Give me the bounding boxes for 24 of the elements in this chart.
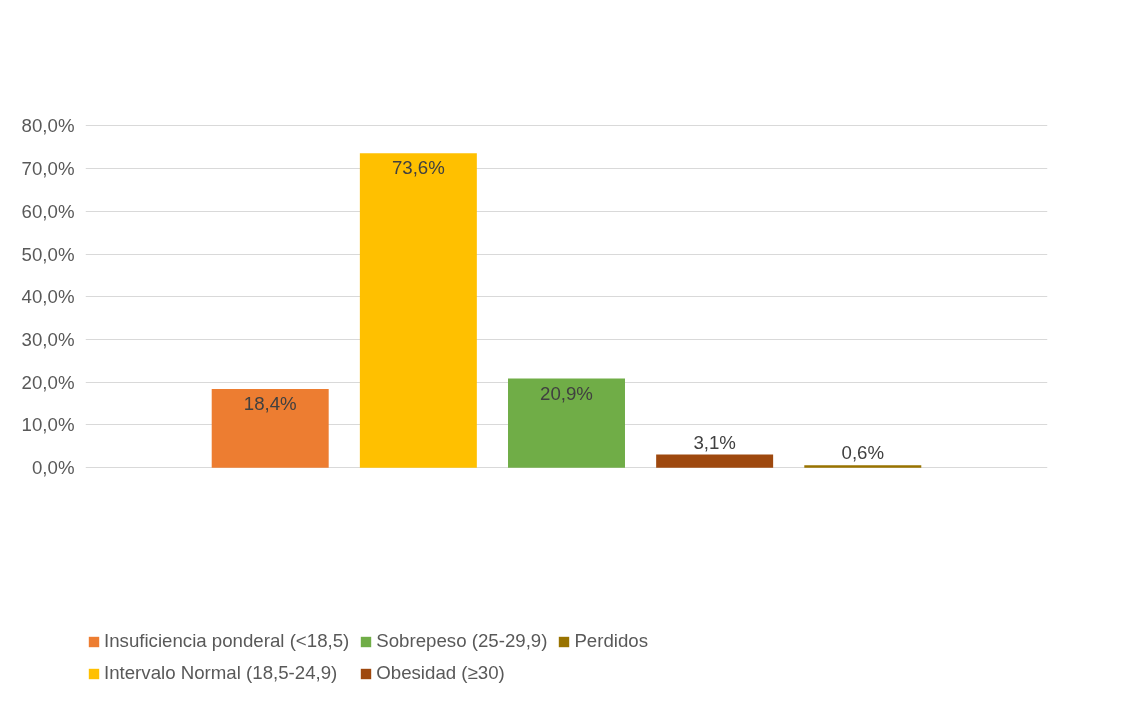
y-tick-label: 40,0% (21, 286, 75, 308)
data-label: 0,6% (841, 442, 885, 464)
bar (656, 454, 774, 468)
y-tick-label: 60,0% (21, 200, 75, 222)
legend-label: Intervalo Normal (18,5-24,9) (104, 662, 338, 684)
y-tick-label: 20,0% (21, 371, 75, 393)
y-tick-label: 50,0% (21, 243, 75, 265)
data-label: 73,6% (391, 157, 445, 179)
data-label: 3,1% (693, 431, 736, 453)
legend-label: Insuficiencia ponderal (<18,5) (104, 630, 350, 652)
bar (359, 153, 477, 468)
data-label: 18,4% (243, 393, 297, 415)
y-tick-label: 10,0% (21, 414, 75, 436)
y-tick-label: 80,0% (21, 115, 75, 137)
legend-label: Perdidos (574, 630, 649, 652)
bar (804, 465, 922, 468)
legend-label: Obesidad (≥30) (376, 662, 505, 684)
y-tick-label: 0,0% (31, 457, 75, 479)
bar (211, 389, 329, 468)
bar (508, 378, 625, 468)
data-label: 20,9% (540, 382, 593, 404)
y-tick-label: 70,0% (21, 158, 75, 180)
legend-label: Sobrepeso (25-29,9) (376, 630, 548, 652)
y-tick-label: 30,0% (21, 329, 75, 351)
